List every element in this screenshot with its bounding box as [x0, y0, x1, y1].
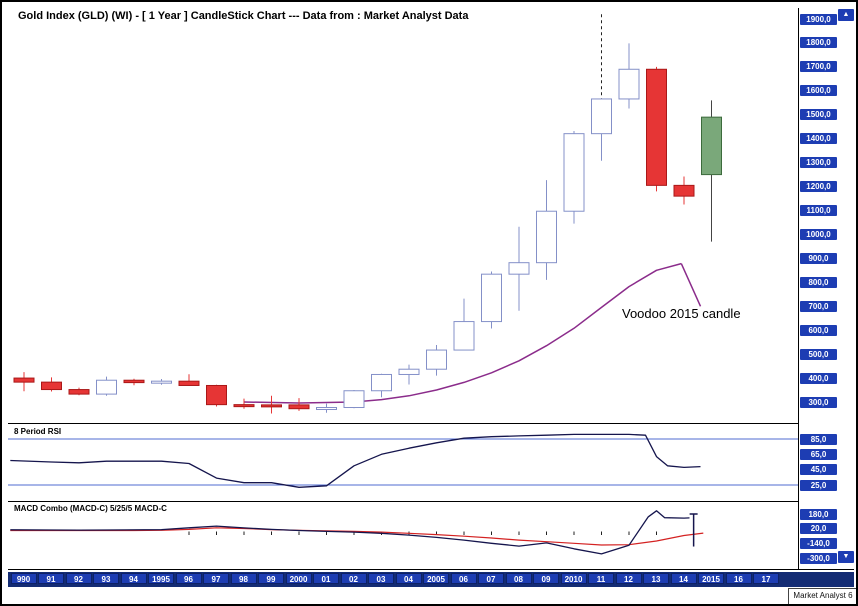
year-label: 13 — [643, 573, 669, 584]
price-tick-label: 1200,0 — [800, 181, 837, 193]
price-tick-label: 25,0 — [800, 479, 837, 491]
price-tick-label: 800,0 — [800, 276, 837, 288]
year-label: 2015 — [698, 573, 724, 584]
year-label: 02 — [340, 573, 367, 584]
year-label: 01 — [313, 573, 339, 584]
year-label: 14 — [670, 573, 697, 584]
year-label: 96 — [175, 573, 202, 584]
price-tick-label: 1600,0 — [800, 85, 837, 97]
year-label: 17 — [753, 573, 779, 584]
price-tick-label: -300,0 — [800, 552, 837, 564]
year-label: 2005 — [423, 573, 449, 584]
price-axis[interactable]: 1900,0 1800,0 1700,0 1600,0 1500,0 1400,0 1300… — [800, 2, 856, 604]
year-label: 98 — [230, 573, 257, 584]
price-tick-label: 180,0 — [800, 508, 837, 520]
price-tick-label: 1900,0 — [800, 13, 837, 25]
year-label: 2000 — [285, 573, 312, 584]
price-tick-label: 45,0 — [800, 464, 837, 476]
year-label: 04 — [395, 573, 422, 584]
price-tick-label: 20,0 — [800, 523, 837, 535]
price-tick-label: 65,0 — [800, 448, 837, 460]
price-tick-label: 500,0 — [800, 348, 837, 360]
price-tick-label: 1700,0 — [800, 61, 837, 73]
voodoo-annotation-label[interactable]: Voodoo 2015 candle — [622, 306, 741, 321]
year-label: 08 — [505, 573, 532, 584]
chart-title: Gold Index (GLD) (WI) - [ 1 Year ] Candl… — [18, 10, 469, 22]
price-tick-label: 300,0 — [800, 396, 837, 408]
year-label: 1995 — [148, 573, 174, 584]
price-tick-label: 1800,0 — [800, 37, 837, 49]
year-label: 03 — [368, 573, 394, 584]
year-label: 97 — [203, 573, 229, 584]
watermark: Market Analyst 6 — [788, 588, 856, 604]
price-tick-label: 1400,0 — [800, 133, 837, 145]
year-label: 93 — [93, 573, 119, 584]
price-tick-label: 1500,0 — [800, 109, 837, 121]
price-tick-label: 1000,0 — [800, 228, 837, 240]
price-tick-label: 85,0 — [800, 433, 837, 445]
year-label: 2010 — [560, 573, 587, 584]
rsi-panel-label: 8 Period RSI — [14, 427, 62, 436]
price-tick-label: 1300,0 — [800, 157, 837, 169]
year-label: 99 — [258, 573, 284, 584]
year-label: 11 — [588, 573, 614, 584]
price-tick-label: 700,0 — [800, 300, 837, 312]
year-label: 12 — [615, 573, 642, 584]
price-tick-label: 400,0 — [800, 372, 837, 384]
year-label: 990 — [10, 573, 37, 584]
year-label: 06 — [450, 573, 477, 584]
year-label: 94 — [120, 573, 147, 584]
year-label: 07 — [478, 573, 504, 584]
year-label: 91 — [38, 573, 64, 584]
year-label: 92 — [65, 573, 92, 584]
price-tick-label: 900,0 — [800, 252, 837, 264]
price-tick-label: 600,0 — [800, 324, 837, 336]
time-axis[interactable]: 990 91 92 93 94 1995 96 97 98 99 2000 01 02 03 04 2005 0… — [8, 572, 854, 587]
year-label: 09 — [533, 573, 559, 584]
price-tick-label: 1100,0 — [800, 205, 837, 216]
price-tick-label: -140,0 — [800, 537, 837, 549]
year-label: 16 — [725, 573, 752, 584]
scroll-down-icon[interactable]: ▼ — [838, 551, 854, 563]
macd-panel-label: MACD Combo (MACD-C) 5/25/5 MACD-C — [14, 504, 167, 513]
scroll-up-icon[interactable]: ▲ — [838, 9, 854, 21]
